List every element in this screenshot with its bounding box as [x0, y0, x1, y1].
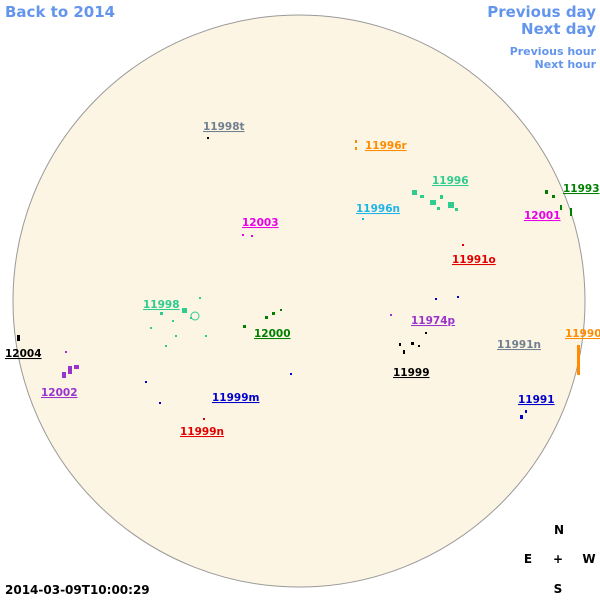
- previous-hour-link[interactable]: Previous hour: [510, 45, 597, 58]
- region-label[interactable]: 12002: [41, 387, 78, 399]
- next-day-link[interactable]: Next day: [521, 20, 596, 38]
- compass: N E + W S: [524, 523, 596, 596]
- region-label[interactable]: 11999m: [212, 392, 260, 404]
- compass-center: +: [553, 552, 563, 566]
- region-label[interactable]: 11999: [393, 367, 430, 379]
- region-label[interactable]: 11996n: [356, 203, 400, 215]
- region-label[interactable]: 11996r: [365, 140, 408, 152]
- compass-west: W: [582, 552, 595, 566]
- compass-north: N: [554, 523, 564, 537]
- timestamp: 2014-03-09T10:00:29: [5, 583, 150, 597]
- region-label[interactable]: 11998: [143, 299, 180, 311]
- sunspots: [17, 137, 580, 420]
- region-label[interactable]: 11996: [432, 175, 469, 187]
- region-label[interactable]: 11974p: [411, 315, 456, 327]
- next-hour-link[interactable]: Next hour: [535, 58, 597, 71]
- previous-day-link[interactable]: Previous day: [487, 3, 596, 21]
- compass-east: E: [524, 552, 532, 566]
- region-label[interactable]: 12004: [5, 348, 42, 360]
- region-labels: 11998t 11996r 11996 11993 11996n 12001 1…: [5, 121, 600, 438]
- region-label[interactable]: 11999n: [180, 426, 224, 438]
- region-label[interactable]: 11998t: [203, 121, 245, 133]
- region-label[interactable]: 11993: [563, 183, 600, 195]
- region-label[interactable]: 11991: [518, 394, 555, 406]
- region-label[interactable]: 11990: [565, 328, 600, 340]
- region-label[interactable]: 11991o: [452, 254, 496, 266]
- back-link[interactable]: Back to 2014: [5, 3, 115, 21]
- region-label[interactable]: 12001: [524, 210, 561, 222]
- region-label[interactable]: 12003: [242, 217, 279, 229]
- compass-south: S: [554, 582, 563, 596]
- region-label[interactable]: 12000: [254, 328, 291, 340]
- region-label[interactable]: 11991n: [497, 339, 541, 351]
- solar-disk: [12, 14, 586, 588]
